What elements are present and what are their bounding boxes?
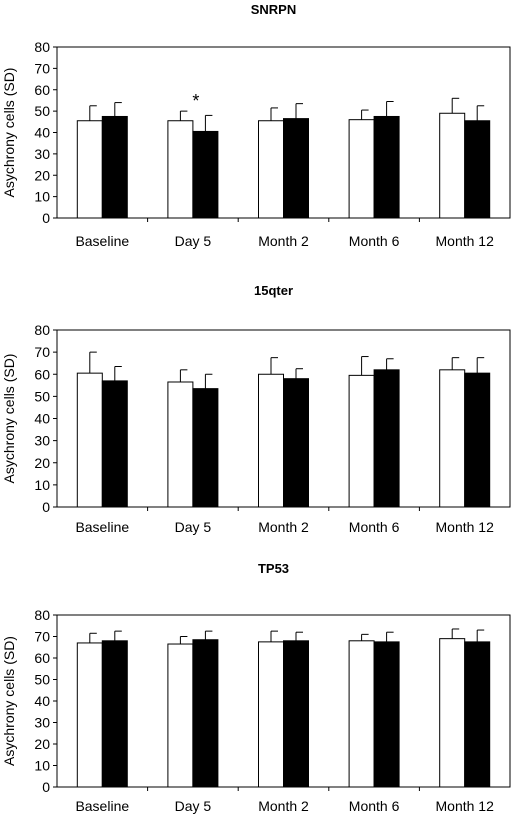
bar [348, 374, 375, 508]
y-tick-label: 30 [34, 715, 50, 731]
y-tick-label: 0 [42, 779, 50, 795]
bar [76, 372, 103, 508]
chart-title: 15qter [254, 283, 293, 298]
bar [76, 120, 103, 219]
y-tick-label: 20 [34, 167, 50, 183]
y-tick-label: 40 [34, 125, 50, 141]
y-tick-label: 30 [34, 433, 50, 449]
bar [101, 115, 128, 219]
y-axis-label: Asychrony cells (SD) [1, 636, 17, 766]
y-tick-label: 50 [34, 388, 50, 404]
x-tick-label: Day 5 [175, 798, 212, 814]
y-tick-label: 70 [34, 344, 50, 360]
y-tick-label: 50 [34, 672, 50, 688]
bar [348, 640, 375, 788]
bar [464, 120, 491, 219]
y-tick-label: 10 [34, 477, 50, 493]
bar [439, 369, 466, 508]
bar [258, 373, 284, 508]
y-tick-label: 60 [34, 650, 50, 666]
x-tick-label: Day 5 [175, 519, 212, 535]
y-tick-label: 80 [34, 39, 50, 55]
x-tick-label: Baseline [75, 233, 129, 249]
chart-panel-2: 15qter 0 10 20 30 40 50 60 70 80 Asychrony cells (… [1, 283, 511, 535]
significance-annotation: * [192, 91, 199, 111]
x-tick-label: Month 2 [258, 233, 309, 249]
y-tick-label: 0 [42, 499, 50, 515]
chart-title: SNRPN [251, 2, 297, 17]
bar [283, 640, 309, 788]
x-tick-label: Month 12 [436, 519, 495, 535]
bar [76, 642, 103, 788]
x-tick-label: Month 6 [349, 798, 400, 814]
x-tick-label: Month 6 [349, 519, 400, 535]
bar [167, 643, 194, 788]
bar [258, 120, 284, 219]
bar [439, 638, 466, 788]
chart-panel-1: SNRPN 0 10 20 30 40 50 60 70 80 Asychrony cells (S… [1, 2, 511, 249]
y-tick-label: 30 [34, 146, 50, 162]
bar [258, 641, 284, 788]
bar [192, 388, 219, 508]
bar [464, 372, 491, 508]
x-tick-label: Baseline [75, 798, 129, 814]
y-tick-label: 0 [42, 210, 50, 226]
x-tick-label: Month 6 [349, 233, 400, 249]
y-tick-label: 20 [34, 455, 50, 471]
y-tick-label: 20 [34, 736, 50, 752]
y-tick-label: 80 [34, 607, 50, 623]
y-tick-label: 10 [34, 189, 50, 205]
bar [373, 641, 400, 788]
y-axis-label: Asychrony cells (SD) [1, 354, 17, 484]
x-tick-label: Month 2 [258, 798, 309, 814]
y-tick-label: 80 [34, 322, 50, 338]
y-tick-label: 60 [34, 82, 50, 98]
bar [283, 378, 309, 508]
x-tick-label: Baseline [75, 519, 129, 535]
chart-title: TP53 [258, 561, 289, 576]
bar [283, 118, 309, 219]
y-tick-label: 60 [34, 366, 50, 382]
bar [101, 380, 128, 508]
x-tick-label: Month 2 [258, 519, 309, 535]
bar [167, 120, 194, 219]
bar [192, 130, 219, 219]
y-tick-label: 70 [34, 60, 50, 76]
bar [464, 641, 491, 788]
y-tick-label: 40 [34, 411, 50, 427]
y-tick-label: 70 [34, 629, 50, 645]
y-tick-label: 10 [34, 758, 50, 774]
bar [439, 112, 466, 219]
bar [373, 369, 400, 508]
y-tick-label: 40 [34, 693, 50, 709]
chart-panel-3: TP53 0 10 20 30 40 50 60 70 80 Asychrony cells (SD… [1, 561, 511, 814]
y-axis-label: Asychrony cells (SD) [1, 68, 17, 198]
x-tick-label: Month 12 [436, 233, 495, 249]
bar [101, 640, 128, 788]
bar [348, 119, 375, 219]
bar [167, 381, 194, 508]
x-tick-label: Day 5 [175, 233, 212, 249]
bar [373, 115, 400, 219]
x-tick-label: Month 12 [436, 798, 495, 814]
y-tick-label: 50 [34, 103, 50, 119]
bar [192, 639, 219, 788]
